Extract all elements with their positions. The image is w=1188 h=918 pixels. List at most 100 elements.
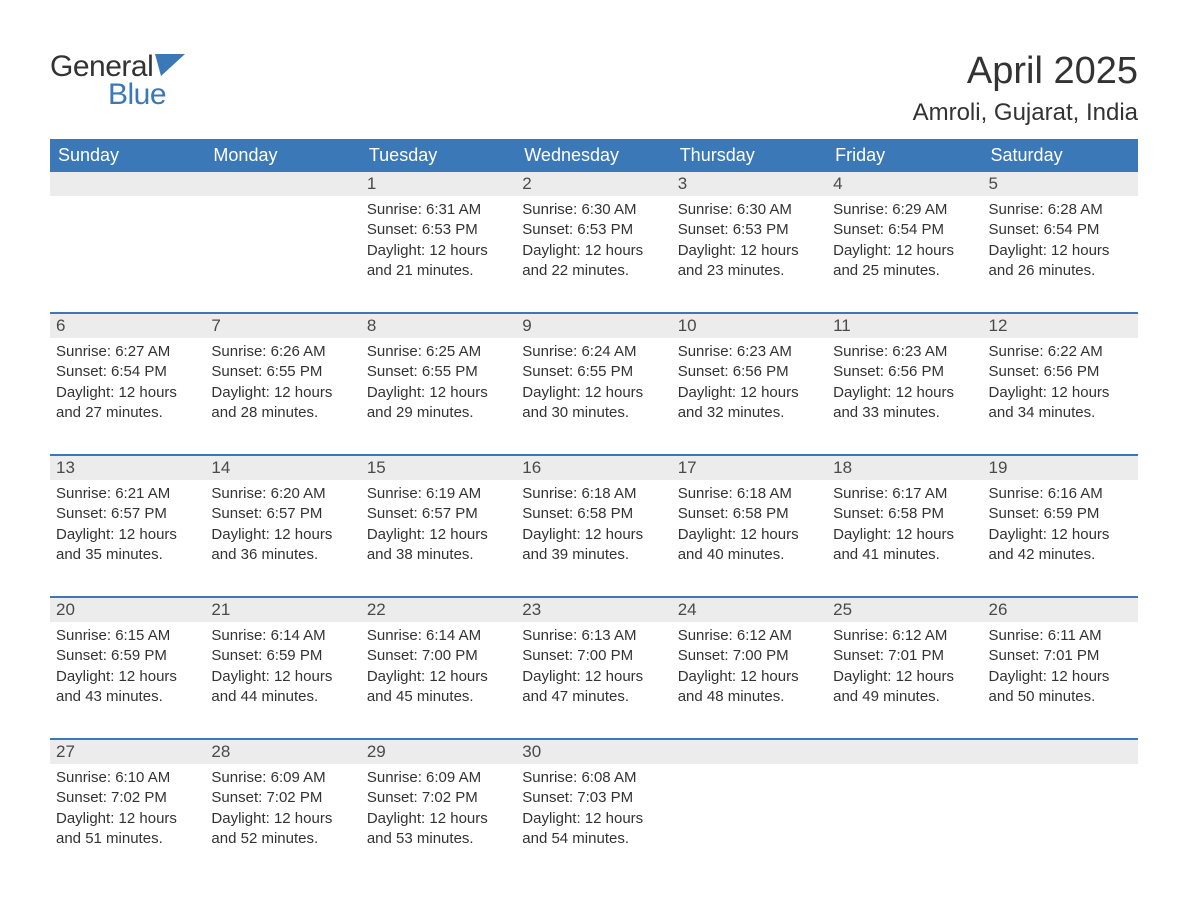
day-content: Sunrise: 6:24 AMSunset: 6:55 PMDaylight:… <box>516 338 671 425</box>
weekday-header: Saturday <box>983 139 1138 172</box>
day-content: Sunrise: 6:18 AMSunset: 6:58 PMDaylight:… <box>516 480 671 567</box>
daylight-line-2: and 50 minutes. <box>989 687 1132 707</box>
day-number: 26 <box>983 598 1138 622</box>
day-number <box>983 740 1138 764</box>
daylight-line-1: Daylight: 12 hours <box>367 241 510 261</box>
daylight-line-2: and 39 minutes. <box>522 545 665 565</box>
day-content: Sunrise: 6:14 AMSunset: 6:59 PMDaylight:… <box>205 622 360 709</box>
sunset-line: Sunset: 6:58 PM <box>678 504 821 524</box>
day-number: 30 <box>516 740 671 764</box>
sunrise-line: Sunrise: 6:25 AM <box>367 342 510 362</box>
daylight-line-1: Daylight: 12 hours <box>833 383 976 403</box>
daylight-line-1: Daylight: 12 hours <box>522 667 665 687</box>
daylight-line-2: and 49 minutes. <box>833 687 976 707</box>
sunrise-line: Sunrise: 6:29 AM <box>833 200 976 220</box>
calendar-day: 11Sunrise: 6:23 AMSunset: 6:56 PMDayligh… <box>827 314 982 432</box>
daylight-line-1: Daylight: 12 hours <box>989 667 1132 687</box>
sunset-line: Sunset: 7:00 PM <box>367 646 510 666</box>
day-number <box>672 740 827 764</box>
day-number: 22 <box>361 598 516 622</box>
sunrise-line: Sunrise: 6:08 AM <box>522 768 665 788</box>
calendar-week: 6Sunrise: 6:27 AMSunset: 6:54 PMDaylight… <box>50 312 1138 432</box>
calendar-day: 1Sunrise: 6:31 AMSunset: 6:53 PMDaylight… <box>361 172 516 290</box>
sunrise-line: Sunrise: 6:18 AM <box>522 484 665 504</box>
daylight-line-2: and 26 minutes. <box>989 261 1132 281</box>
day-number: 3 <box>672 172 827 196</box>
calendar-day: 30Sunrise: 6:08 AMSunset: 7:03 PMDayligh… <box>516 740 671 858</box>
sunset-line: Sunset: 7:03 PM <box>522 788 665 808</box>
day-number: 1 <box>361 172 516 196</box>
daylight-line-1: Daylight: 12 hours <box>56 383 199 403</box>
sunset-line: Sunset: 7:00 PM <box>522 646 665 666</box>
calendar-day: 12Sunrise: 6:22 AMSunset: 6:56 PMDayligh… <box>983 314 1138 432</box>
calendar-day: 14Sunrise: 6:20 AMSunset: 6:57 PMDayligh… <box>205 456 360 574</box>
daylight-line-2: and 35 minutes. <box>56 545 199 565</box>
calendar-day: 8Sunrise: 6:25 AMSunset: 6:55 PMDaylight… <box>361 314 516 432</box>
calendar-day: 25Sunrise: 6:12 AMSunset: 7:01 PMDayligh… <box>827 598 982 716</box>
daylight-line-1: Daylight: 12 hours <box>833 525 976 545</box>
sunset-line: Sunset: 7:02 PM <box>211 788 354 808</box>
day-content: Sunrise: 6:19 AMSunset: 6:57 PMDaylight:… <box>361 480 516 567</box>
brand-logo: General Blue <box>50 50 185 112</box>
calendar-day: 16Sunrise: 6:18 AMSunset: 6:58 PMDayligh… <box>516 456 671 574</box>
daylight-line-1: Daylight: 12 hours <box>367 667 510 687</box>
day-content: Sunrise: 6:14 AMSunset: 7:00 PMDaylight:… <box>361 622 516 709</box>
sunset-line: Sunset: 6:57 PM <box>367 504 510 524</box>
day-content: Sunrise: 6:10 AMSunset: 7:02 PMDaylight:… <box>50 764 205 851</box>
daylight-line-2: and 54 minutes. <box>522 829 665 849</box>
day-content: Sunrise: 6:23 AMSunset: 6:56 PMDaylight:… <box>827 338 982 425</box>
daylight-line-2: and 41 minutes. <box>833 545 976 565</box>
sunrise-line: Sunrise: 6:23 AM <box>678 342 821 362</box>
calendar-day: 21Sunrise: 6:14 AMSunset: 6:59 PMDayligh… <box>205 598 360 716</box>
day-number <box>205 172 360 196</box>
daylight-line-1: Daylight: 12 hours <box>211 383 354 403</box>
day-number: 6 <box>50 314 205 338</box>
weekday-header: Sunday <box>50 139 205 172</box>
daylight-line-1: Daylight: 12 hours <box>211 667 354 687</box>
title-location: Amroli, Gujarat, India <box>913 99 1138 127</box>
daylight-line-2: and 33 minutes. <box>833 403 976 423</box>
daylight-line-1: Daylight: 12 hours <box>522 241 665 261</box>
calendar-day: 13Sunrise: 6:21 AMSunset: 6:57 PMDayligh… <box>50 456 205 574</box>
daylight-line-2: and 29 minutes. <box>367 403 510 423</box>
sunset-line: Sunset: 6:56 PM <box>678 362 821 382</box>
sunrise-line: Sunrise: 6:09 AM <box>211 768 354 788</box>
calendar-day: 20Sunrise: 6:15 AMSunset: 6:59 PMDayligh… <box>50 598 205 716</box>
calendar-day: 7Sunrise: 6:26 AMSunset: 6:55 PMDaylight… <box>205 314 360 432</box>
sunset-line: Sunset: 6:56 PM <box>833 362 976 382</box>
day-content: Sunrise: 6:15 AMSunset: 6:59 PMDaylight:… <box>50 622 205 709</box>
daylight-line-1: Daylight: 12 hours <box>56 525 199 545</box>
weekday-header: Thursday <box>672 139 827 172</box>
sunrise-line: Sunrise: 6:11 AM <box>989 626 1132 646</box>
daylight-line-2: and 42 minutes. <box>989 545 1132 565</box>
sunrise-line: Sunrise: 6:12 AM <box>678 626 821 646</box>
day-content: Sunrise: 6:12 AMSunset: 7:00 PMDaylight:… <box>672 622 827 709</box>
day-content: Sunrise: 6:22 AMSunset: 6:56 PMDaylight:… <box>983 338 1138 425</box>
day-number: 9 <box>516 314 671 338</box>
sunrise-line: Sunrise: 6:13 AM <box>522 626 665 646</box>
day-number: 21 <box>205 598 360 622</box>
day-content: Sunrise: 6:28 AMSunset: 6:54 PMDaylight:… <box>983 196 1138 283</box>
day-number: 8 <box>361 314 516 338</box>
sunrise-line: Sunrise: 6:09 AM <box>367 768 510 788</box>
sunrise-line: Sunrise: 6:23 AM <box>833 342 976 362</box>
day-number: 20 <box>50 598 205 622</box>
sunrise-line: Sunrise: 6:30 AM <box>678 200 821 220</box>
title-month: April 2025 <box>913 50 1138 93</box>
daylight-line-1: Daylight: 12 hours <box>833 241 976 261</box>
sunset-line: Sunset: 6:56 PM <box>989 362 1132 382</box>
day-number: 11 <box>827 314 982 338</box>
day-number: 5 <box>983 172 1138 196</box>
sunrise-line: Sunrise: 6:21 AM <box>56 484 199 504</box>
daylight-line-2: and 40 minutes. <box>678 545 821 565</box>
flag-icon <box>155 54 185 76</box>
sunrise-line: Sunrise: 6:16 AM <box>989 484 1132 504</box>
day-number: 18 <box>827 456 982 480</box>
daylight-line-2: and 32 minutes. <box>678 403 821 423</box>
day-number: 29 <box>361 740 516 764</box>
calendar-day: 23Sunrise: 6:13 AMSunset: 7:00 PMDayligh… <box>516 598 671 716</box>
daylight-line-1: Daylight: 12 hours <box>678 241 821 261</box>
calendar-day <box>983 740 1138 858</box>
calendar-day <box>50 172 205 290</box>
calendar-day: 26Sunrise: 6:11 AMSunset: 7:01 PMDayligh… <box>983 598 1138 716</box>
